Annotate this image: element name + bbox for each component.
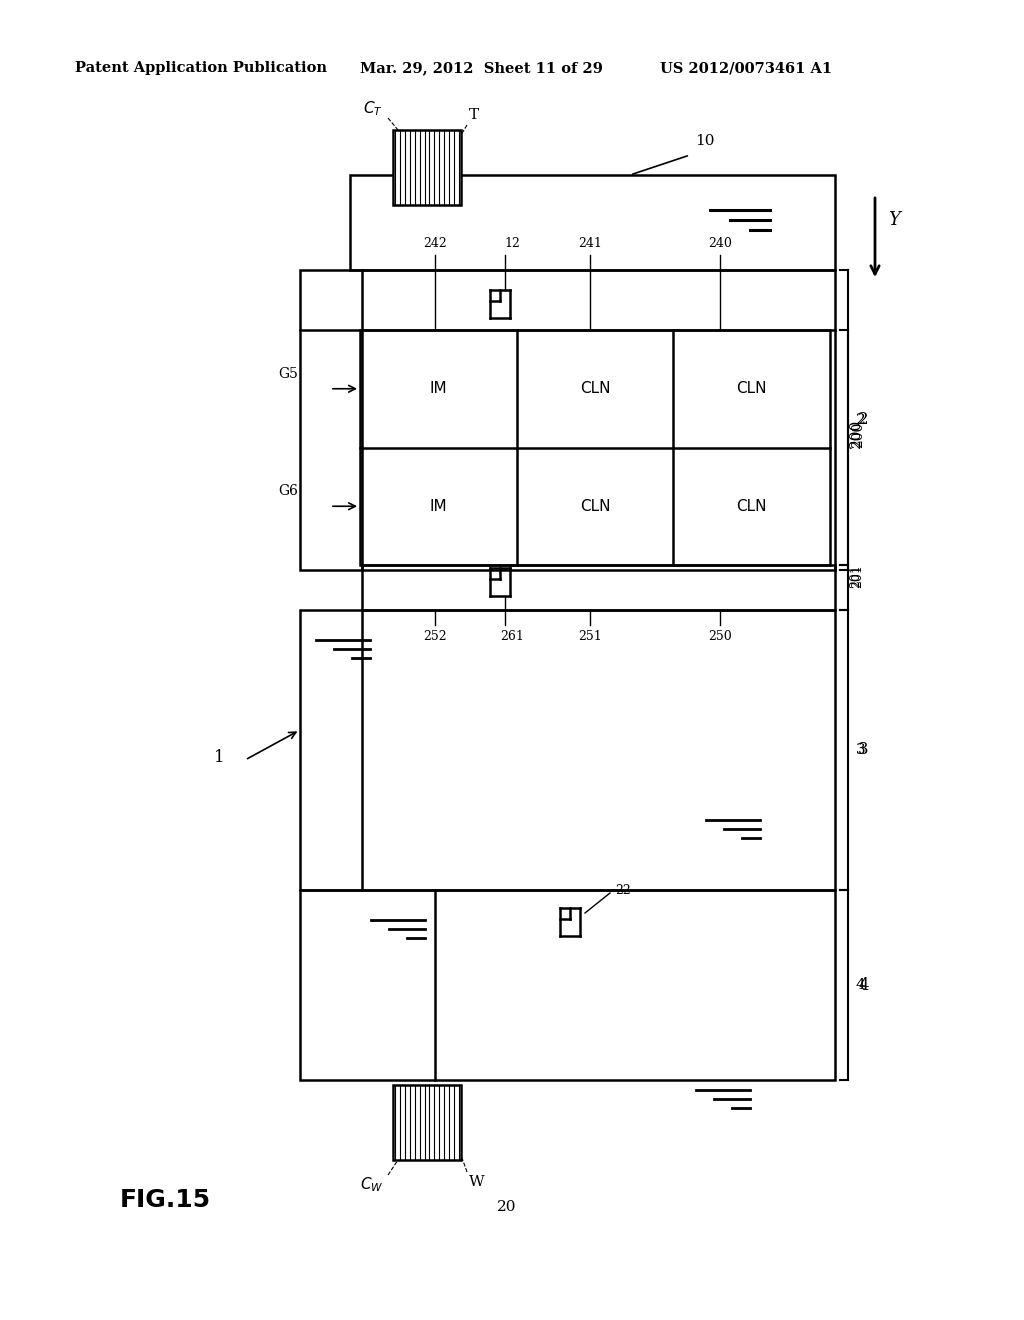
Text: 261: 261 <box>500 630 524 643</box>
Text: CLN: CLN <box>736 499 767 513</box>
Text: 200: 200 <box>849 418 863 447</box>
Text: 3: 3 <box>858 742 868 759</box>
Text: G6: G6 <box>279 484 298 498</box>
Text: 20: 20 <box>498 1200 517 1214</box>
Text: G5: G5 <box>279 367 298 380</box>
Text: 3: 3 <box>856 743 865 756</box>
Text: $C_T$: $C_T$ <box>364 99 383 117</box>
Text: Patent Application Publication: Patent Application Publication <box>75 61 327 75</box>
Text: 201: 201 <box>850 564 862 587</box>
Text: 200: 200 <box>851 421 865 447</box>
Text: 1: 1 <box>214 750 225 767</box>
Bar <box>393 1085 461 1160</box>
Text: Y: Y <box>888 211 900 228</box>
Bar <box>360 330 830 565</box>
Text: CLN: CLN <box>736 381 767 396</box>
Text: 242: 242 <box>423 238 446 249</box>
Bar <box>300 271 835 570</box>
Text: IM: IM <box>429 381 447 396</box>
Text: 10: 10 <box>695 135 715 148</box>
Text: 4: 4 <box>856 978 865 993</box>
Text: W: W <box>469 1175 484 1189</box>
Text: $C_W$: $C_W$ <box>359 1175 383 1193</box>
Text: IM: IM <box>429 499 447 513</box>
Text: 201: 201 <box>852 564 864 587</box>
Text: T: T <box>469 108 479 121</box>
Text: 2: 2 <box>858 412 868 429</box>
Bar <box>393 129 461 205</box>
Text: 4: 4 <box>858 977 868 994</box>
Text: 240: 240 <box>708 238 732 249</box>
Text: 250: 250 <box>709 630 732 643</box>
Text: FIG.15: FIG.15 <box>120 1188 211 1212</box>
Text: CLN: CLN <box>580 499 610 513</box>
Bar <box>350 176 835 271</box>
Text: CLN: CLN <box>580 381 610 396</box>
Text: US 2012/0073461 A1: US 2012/0073461 A1 <box>660 61 833 75</box>
Text: 241: 241 <box>579 238 602 249</box>
Bar <box>300 890 835 1080</box>
Text: Mar. 29, 2012  Sheet 11 of 29: Mar. 29, 2012 Sheet 11 of 29 <box>360 61 603 75</box>
Bar <box>300 610 835 890</box>
Text: 2: 2 <box>856 413 865 426</box>
Bar <box>362 565 835 610</box>
Text: 251: 251 <box>579 630 602 643</box>
Text: 22: 22 <box>615 883 631 896</box>
Text: 252: 252 <box>423 630 446 643</box>
Text: 12: 12 <box>504 238 520 249</box>
